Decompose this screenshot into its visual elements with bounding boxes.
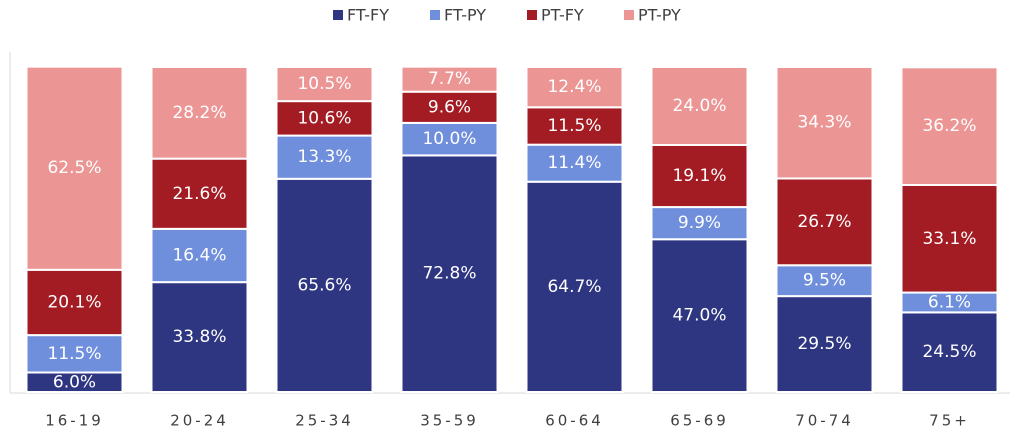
- bar-segment: [400, 121, 499, 157]
- data-label: 62.5%: [47, 158, 101, 178]
- x-tick-label: 25-34: [295, 412, 354, 430]
- data-label: 10.0%: [422, 129, 476, 149]
- bar-segment: [775, 66, 874, 180]
- data-label: 33.8%: [172, 327, 226, 347]
- bar-segment: [525, 66, 624, 109]
- legend-label: PT-FY: [541, 6, 584, 25]
- bar-segment: [775, 295, 874, 393]
- bar-segment: [400, 154, 499, 393]
- bar-segment: [275, 66, 374, 103]
- bar-segment: [650, 238, 749, 393]
- data-label: 21.6%: [172, 184, 226, 204]
- bar-segment: [400, 65, 499, 93]
- bar-segment: [900, 66, 999, 186]
- bar-segment: [25, 268, 124, 337]
- legend: FT-FY FT-PY PT-FY PT-PY: [333, 6, 681, 25]
- data-label: 26.7%: [797, 212, 851, 232]
- data-label: 19.1%: [672, 166, 726, 186]
- x-tick-label: 70-74: [795, 412, 854, 430]
- x-tick-label: 16-19: [45, 412, 104, 430]
- bar-segment: [25, 334, 124, 374]
- data-label: 24.0%: [672, 96, 726, 116]
- data-label: 9.9%: [678, 213, 721, 233]
- bar-segment: [775, 264, 874, 298]
- data-label: 9.6%: [428, 97, 471, 117]
- data-label: 13.3%: [297, 147, 351, 167]
- data-label: 7.7%: [428, 69, 471, 89]
- bar-segment: [900, 311, 999, 393]
- bar-segment: [525, 143, 624, 183]
- x-tick-label: 60-64: [545, 412, 604, 430]
- legend-label: PT-PY: [638, 6, 681, 25]
- data-label: 24.5%: [922, 342, 976, 362]
- data-label: 6.1%: [928, 292, 971, 312]
- data-label: 29.5%: [797, 334, 851, 354]
- data-label: 65.6%: [297, 275, 351, 295]
- bar-segment: [650, 144, 749, 209]
- data-label: 6.0%: [53, 372, 96, 392]
- data-label: 64.7%: [547, 277, 601, 297]
- data-label: 34.3%: [797, 113, 851, 133]
- bar-segment: [775, 177, 874, 267]
- data-label: 11.5%: [47, 344, 101, 364]
- bar-segment: [650, 66, 749, 146]
- legend-swatch: [333, 10, 343, 20]
- bar-segment: [275, 177, 374, 393]
- x-tick-label: 65-69: [670, 412, 729, 430]
- legend-label: FT-PY: [444, 6, 486, 25]
- data-label: 33.1%: [922, 229, 976, 249]
- data-label: 16.4%: [172, 246, 226, 266]
- data-label: 11.4%: [547, 153, 601, 173]
- bar-segment: [900, 183, 999, 294]
- legend-swatch: [624, 10, 634, 20]
- x-tick-label: 35-59: [420, 412, 479, 430]
- data-label: 72.8%: [422, 264, 476, 284]
- bar-segment: [275, 100, 374, 137]
- bar-segment: [275, 134, 374, 180]
- legend-label: FT-FY: [347, 6, 389, 25]
- bar-segment: [150, 66, 249, 160]
- data-label: 20.1%: [47, 292, 101, 312]
- data-label: 12.4%: [547, 77, 601, 97]
- legend-swatch: [527, 10, 537, 20]
- data-label: 47.0%: [672, 306, 726, 326]
- bar-segment: [525, 180, 624, 393]
- data-label: 36.2%: [922, 116, 976, 136]
- legend-swatch: [430, 10, 440, 20]
- x-tick-label: 20-24: [170, 412, 229, 430]
- data-label: 10.6%: [297, 108, 351, 128]
- bar-segment: [400, 90, 499, 124]
- data-label: 28.2%: [172, 103, 226, 123]
- data-label: 9.5%: [803, 271, 846, 291]
- data-label: 11.5%: [547, 116, 601, 136]
- data-label: 10.5%: [297, 74, 351, 94]
- bar-segment: [525, 106, 624, 146]
- bar-segment: [25, 65, 124, 271]
- x-tick-label: 75+: [929, 412, 970, 430]
